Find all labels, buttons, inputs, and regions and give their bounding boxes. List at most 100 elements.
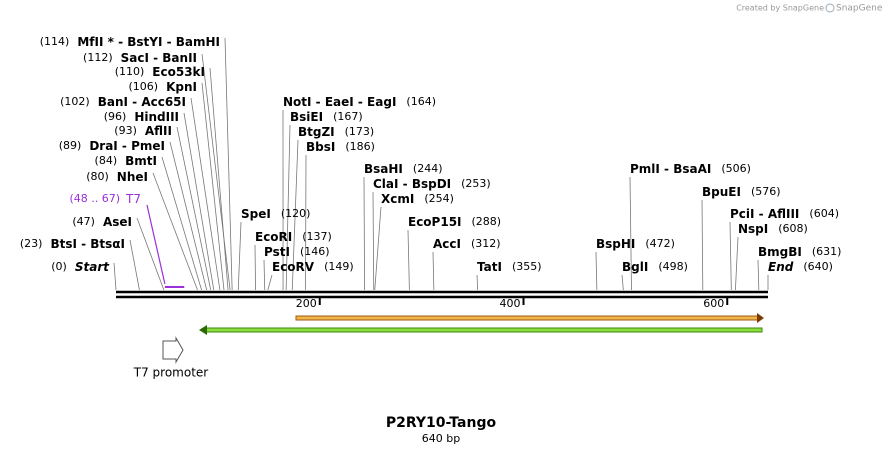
site-position: (137) — [302, 230, 332, 243]
site-label: PmlI - BsaAI (506) — [630, 162, 751, 176]
site-line — [201, 82, 225, 291]
ruler-label: 200 — [296, 297, 317, 310]
logo-text: SnapGene — [836, 4, 883, 14]
promoter-arrow — [162, 336, 184, 364]
site-position: (112) — [83, 51, 113, 64]
site-position: (120) — [281, 207, 311, 220]
site-name: BbsI — [306, 140, 335, 154]
site-name: HindIII — [134, 110, 179, 124]
site-name: SpeI — [241, 207, 271, 221]
site-label: BtgZI (173) — [298, 125, 374, 139]
site-position: (608) — [778, 222, 808, 235]
site-line — [224, 37, 233, 291]
ruler-label: 600 — [703, 297, 724, 310]
primer-line — [146, 204, 166, 285]
site-line — [169, 141, 208, 291]
site-label: (23) BtsI - BtsαI — [20, 237, 125, 251]
site-position: (355) — [512, 260, 542, 273]
site-line — [595, 251, 598, 291]
site-position: (472) — [645, 237, 675, 250]
site-name: SacI - BanII — [121, 51, 197, 65]
site-position: (576) — [751, 185, 781, 198]
site-label: (114) MfII * - BstYI - BamHI — [40, 35, 220, 49]
site-label: (110) Eco53kI — [115, 65, 205, 79]
site-line — [372, 191, 375, 291]
site-name: AseI — [103, 215, 132, 229]
site-name: End — [768, 260, 794, 274]
site-name: BglI — [622, 260, 648, 274]
site-label: NspI (608) — [738, 222, 808, 236]
site-name: Start — [75, 260, 110, 274]
site-position: (106) — [129, 80, 159, 93]
site-label: BbsI (186) — [306, 140, 375, 154]
site-line — [305, 154, 307, 291]
site-name: ClaI - BspDI — [373, 177, 451, 191]
site-line — [129, 239, 140, 291]
primer-position: (48 .. 67) — [69, 192, 120, 205]
site-name: BmtI — [125, 154, 157, 168]
site-position: (102) — [60, 95, 90, 108]
site-label: (106) KpnI — [129, 80, 198, 94]
site-line — [432, 251, 435, 291]
site-line — [735, 236, 739, 291]
site-position: (47) — [72, 215, 95, 228]
site-line — [254, 244, 256, 291]
site-position: (89) — [59, 139, 82, 152]
site-label: (89) DraI - PmeI — [59, 139, 165, 153]
site-position: (110) — [115, 65, 145, 78]
site-line — [176, 126, 212, 291]
site-name: KpnI — [166, 80, 197, 94]
site-name: BsiEI — [290, 110, 323, 124]
site-name: TatI — [477, 260, 502, 274]
site-label: EcoRV (149) — [272, 260, 354, 274]
site-name: DraI - PmeI — [89, 139, 165, 153]
site-line — [267, 274, 273, 291]
site-line — [209, 67, 229, 291]
site-line — [621, 274, 624, 291]
feature-green — [203, 327, 763, 333]
site-line — [190, 97, 221, 291]
site-label: PstI (146) — [264, 245, 330, 259]
site-line — [161, 156, 202, 291]
site-line — [291, 139, 299, 291]
site-line — [757, 259, 760, 291]
site-name: NotI - EaeI - EagI — [283, 95, 396, 109]
site-line — [263, 259, 266, 291]
site-label: PciI - AflIII (604) — [730, 207, 839, 221]
logo — [825, 3, 835, 13]
site-label: BmgBI (631) — [758, 245, 841, 259]
site-label: BsaHI (244) — [364, 162, 443, 176]
site-position: (80) — [86, 170, 109, 183]
site-line — [629, 176, 632, 291]
site-line — [729, 221, 732, 291]
site-position: (167) — [333, 110, 363, 123]
site-line — [701, 199, 704, 291]
site-position: (84) — [95, 154, 118, 167]
site-position: (254) — [424, 192, 454, 205]
site-name: BmgBI — [758, 245, 802, 259]
site-label: (0) Start — [51, 260, 110, 274]
credit: Created by SnapGene — [736, 4, 824, 13]
site-position: (506) — [721, 162, 751, 175]
site-label: TatI (355) — [477, 260, 542, 274]
site-position: (0) — [51, 260, 67, 273]
site-label: End (640) — [768, 260, 833, 274]
site-position: (604) — [809, 207, 839, 220]
site-label: ClaI - BspDI (253) — [373, 177, 491, 191]
site-position: (93) — [114, 124, 137, 137]
site-name: MfII * - BstYI - BamHI — [77, 35, 220, 49]
site-position: (164) — [406, 95, 436, 108]
site-line — [374, 206, 382, 291]
site-position: (96) — [104, 110, 127, 123]
site-label: (96) HindIII — [104, 110, 179, 124]
site-name: BspHI — [596, 237, 635, 251]
site-label: BpuEI (576) — [702, 185, 781, 199]
site-position: (23) — [20, 237, 43, 250]
site-label: BspHI (472) — [596, 237, 675, 251]
site-label: XcmI (254) — [381, 192, 454, 206]
site-label: (112) SacI - BanII — [83, 51, 197, 65]
site-position: (244) — [413, 162, 443, 175]
site-name: BsaHI — [364, 162, 403, 176]
